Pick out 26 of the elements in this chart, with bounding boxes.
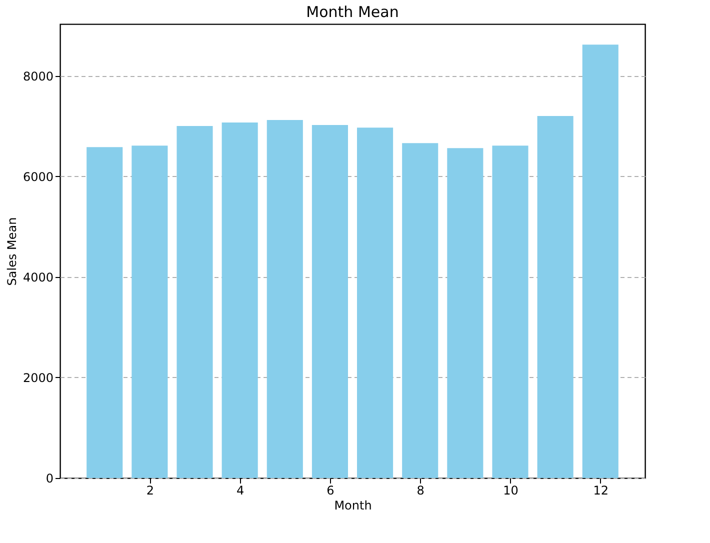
y-tick-label: 8000 <box>22 69 54 84</box>
x-tick-label: 8 <box>416 484 424 498</box>
bar <box>447 148 484 478</box>
bar <box>312 125 348 478</box>
y-axis-title: Sales Mean <box>4 217 19 286</box>
bar <box>492 146 528 478</box>
x-axis-title: Month <box>334 498 372 512</box>
y-tick-label: 2000 <box>22 370 54 385</box>
y-tick-label: 4000 <box>22 270 54 284</box>
x-tick-label: 12 <box>593 484 609 498</box>
bar <box>86 147 123 478</box>
x-tick-label: 2 <box>146 484 154 498</box>
bar <box>582 44 618 478</box>
x-tick-label: 6 <box>326 484 334 498</box>
bar <box>357 128 394 478</box>
bar <box>222 122 258 478</box>
bar <box>537 116 574 478</box>
chart-title: Month Mean <box>306 3 399 21</box>
y-tick-label: 0 <box>46 472 54 486</box>
x-tick-label: 10 <box>503 484 518 498</box>
bar <box>266 120 303 478</box>
bar <box>176 126 213 478</box>
x-tick-label: 4 <box>236 484 244 498</box>
y-tick-label: 6000 <box>22 170 54 184</box>
bar <box>132 146 168 478</box>
bar <box>402 143 438 478</box>
